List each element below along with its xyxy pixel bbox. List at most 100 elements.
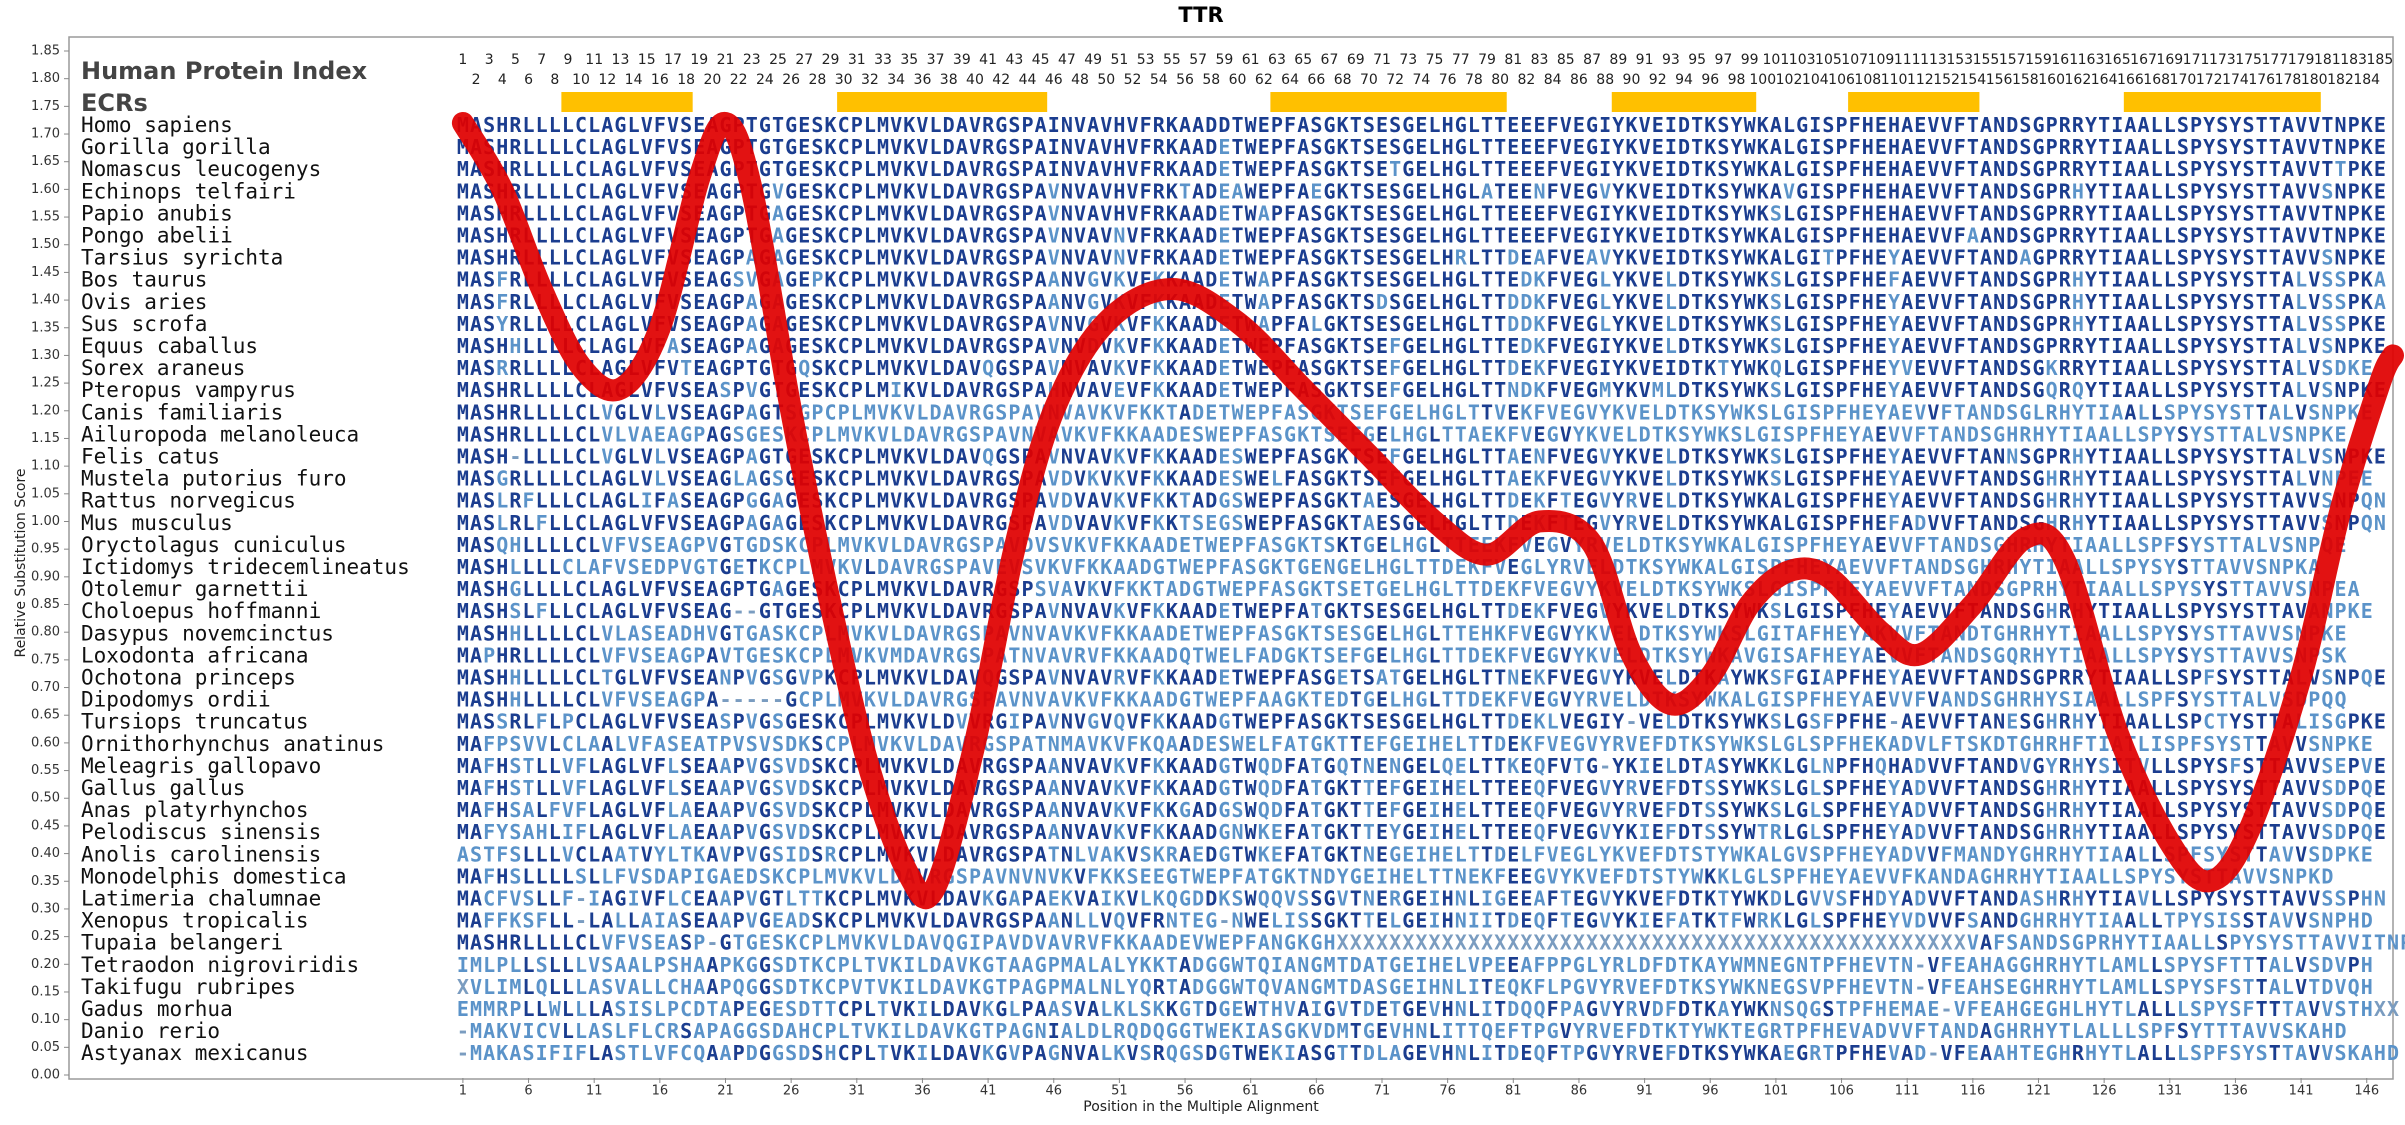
residue: E: [1376, 113, 1388, 137]
residue: L: [588, 532, 600, 556]
residue: R: [943, 687, 956, 711]
residue: K: [1639, 555, 1651, 579]
residue: W: [1744, 267, 1757, 291]
residue: D: [1678, 157, 1690, 181]
residue: S: [1678, 643, 1690, 667]
residue: Y: [1730, 113, 1742, 137]
residue: T: [2085, 731, 2097, 755]
residue: V: [969, 356, 981, 380]
residue: W: [1717, 577, 1730, 601]
species-name: Tursiops truncatus: [81, 710, 309, 734]
residue: S: [1770, 267, 1782, 291]
residue: D: [1271, 798, 1283, 822]
residue: A: [1179, 599, 1191, 623]
residue: T: [1232, 267, 1244, 291]
residue: V: [1048, 311, 1060, 335]
residue: S: [1008, 466, 1020, 490]
residue: A: [2124, 356, 2136, 380]
residue: V: [746, 709, 758, 733]
residue: T: [1691, 599, 1703, 623]
residue: D: [1678, 267, 1690, 291]
residue: A: [2098, 532, 2110, 556]
residue: V: [785, 776, 797, 800]
residue: A: [1035, 135, 1047, 159]
y-tick-label: 0.65: [31, 708, 60, 723]
residue: R: [982, 223, 995, 247]
residue: E: [1205, 510, 1217, 534]
residue: F: [1547, 466, 1559, 490]
residue: A: [667, 334, 679, 358]
residue: I: [2072, 687, 2084, 711]
residue: L: [2151, 311, 2163, 335]
residue: G: [1415, 621, 1427, 645]
residue: K: [1113, 621, 1125, 645]
residue: A: [2124, 179, 2136, 203]
residue: T: [2243, 731, 2255, 755]
residue: S: [680, 466, 692, 490]
residue: T: [1691, 709, 1703, 733]
residue: -: [719, 687, 731, 711]
residue: F: [1284, 665, 1296, 689]
residue: S: [1678, 621, 1690, 645]
residue: C: [575, 444, 587, 468]
residue: C: [575, 466, 587, 490]
residue: G: [956, 532, 968, 556]
residue: V: [1100, 223, 1112, 247]
residue: E: [1337, 665, 1349, 689]
residue: G: [2032, 157, 2044, 181]
residue: T: [1494, 245, 1506, 269]
residue: S: [943, 555, 955, 579]
residue: F: [2190, 731, 2202, 755]
residue: G: [1284, 643, 1296, 667]
residue: V: [969, 267, 981, 291]
residue: L: [890, 422, 902, 446]
residue: T: [1494, 179, 1506, 203]
residue: G: [719, 245, 731, 269]
residue: S: [1717, 709, 1729, 733]
residue: Y: [1612, 157, 1624, 181]
residue: S: [2138, 422, 2150, 446]
residue: V: [1074, 665, 1086, 689]
residue: S: [2019, 179, 2031, 203]
residue: M: [457, 643, 469, 667]
residue: K: [1337, 113, 1349, 137]
residue: E: [1350, 555, 1362, 579]
residue: E: [1218, 621, 1230, 645]
residue: K: [890, 731, 902, 755]
residue: V: [667, 135, 679, 159]
residue: Y: [1612, 356, 1624, 380]
residue: A: [1980, 334, 1992, 358]
residue: A: [470, 245, 482, 269]
residue: E: [798, 334, 810, 358]
residue: V: [851, 532, 863, 556]
residue: F: [654, 135, 666, 159]
index-number: 99: [1741, 52, 1759, 68]
residue: G: [1402, 709, 1414, 733]
residue: E: [1520, 113, 1532, 137]
residue: Y: [1730, 753, 1742, 777]
residue: F: [496, 289, 508, 313]
y-tick-label: 0.25: [31, 929, 60, 944]
residue: S: [2138, 643, 2150, 667]
index-number: 110: [1881, 72, 1908, 88]
index-number: 156: [1986, 72, 2013, 88]
residue: W: [1245, 798, 1258, 822]
residue: T: [2321, 223, 2333, 247]
residue: P: [1271, 289, 1283, 313]
residue: K: [1625, 466, 1637, 490]
residue: E: [1914, 356, 1926, 380]
residue: Y: [2229, 510, 2241, 534]
residue: E: [2374, 709, 2386, 733]
residue: V: [562, 798, 574, 822]
residue: R: [2059, 113, 2072, 137]
residue: V: [2308, 311, 2320, 335]
residue: A: [1901, 776, 1913, 800]
residue: S: [969, 643, 981, 667]
residue: S: [2243, 179, 2255, 203]
residue: H: [1113, 157, 1125, 181]
residue: S: [1822, 510, 1834, 534]
residue: E: [1573, 179, 1585, 203]
residue: K: [1586, 643, 1598, 667]
residue: E: [654, 422, 666, 446]
residue: D: [2006, 223, 2018, 247]
